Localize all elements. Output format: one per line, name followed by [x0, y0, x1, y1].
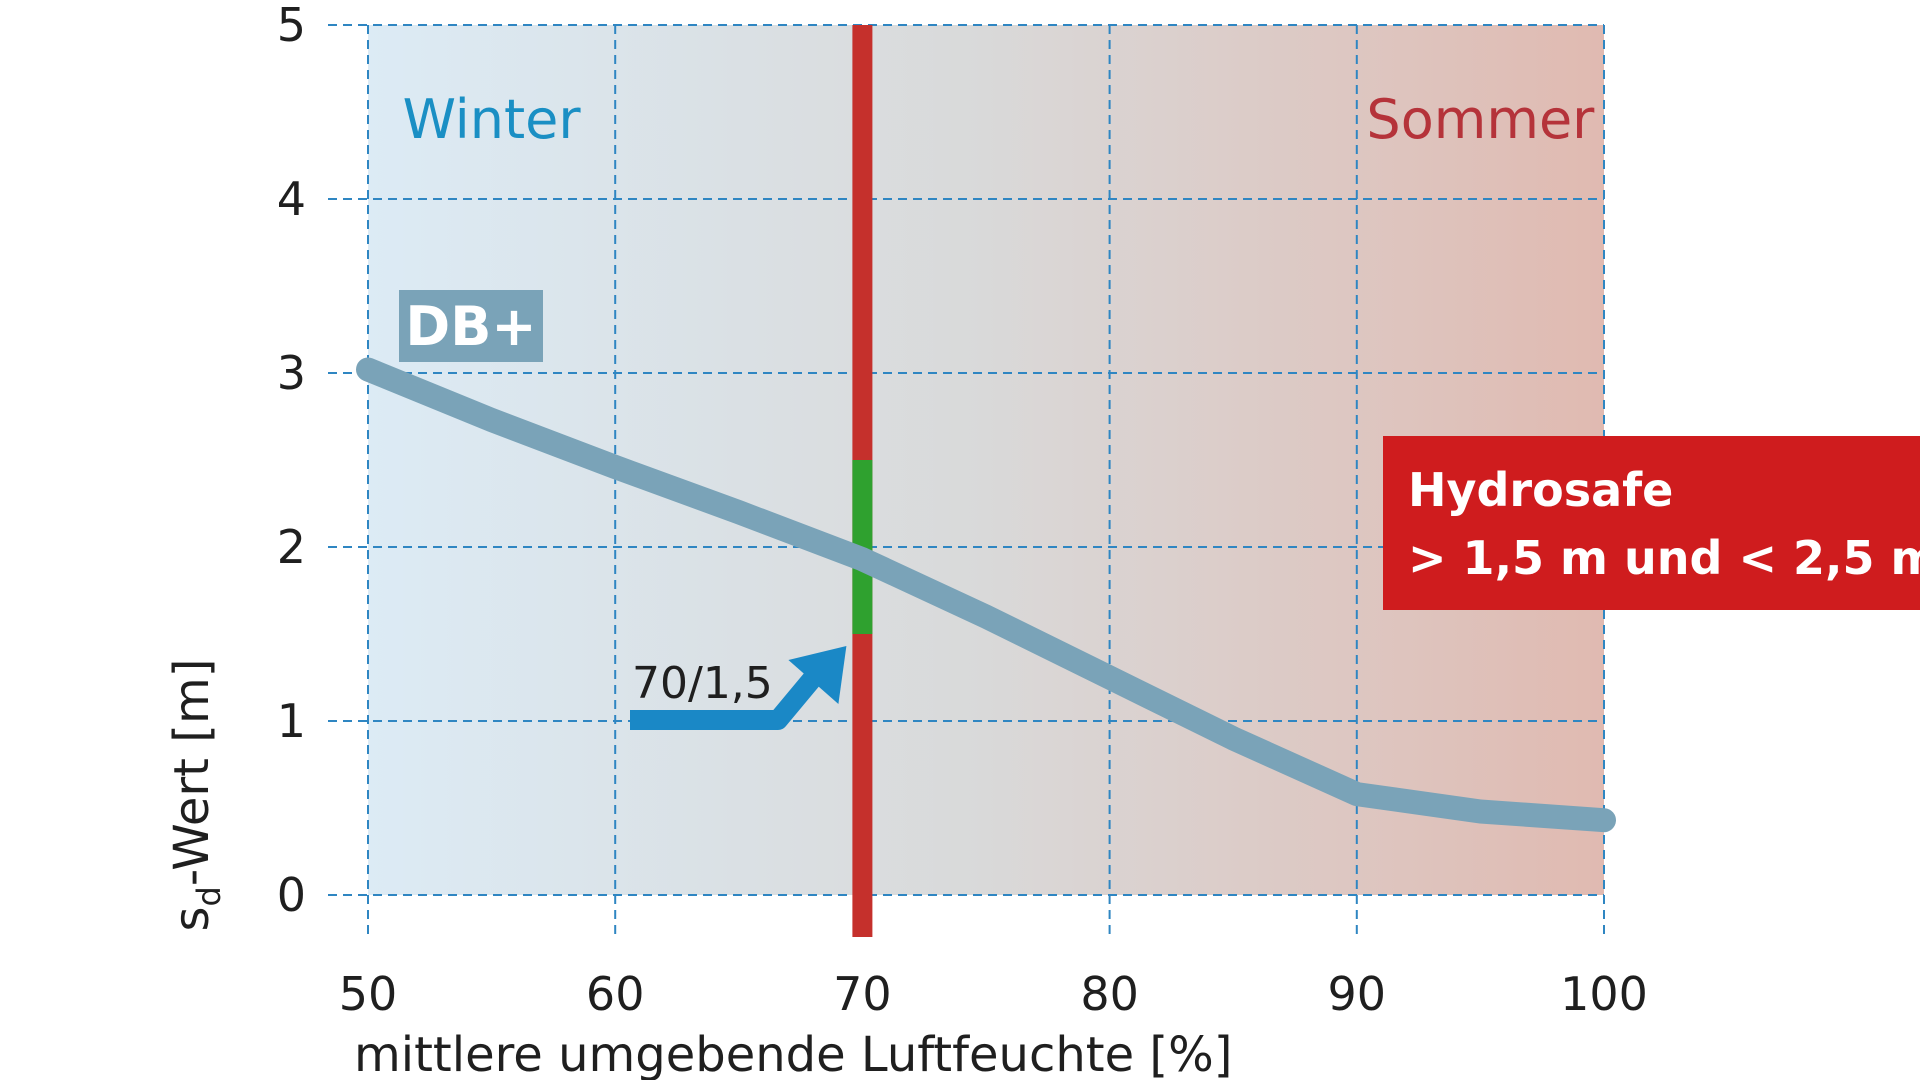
- y-tick-label: 4: [277, 172, 306, 226]
- x-tick-label: 100: [1560, 967, 1648, 1021]
- y-tick-label: 2: [277, 520, 306, 574]
- annotation-arrow-icon: [630, 665, 826, 730]
- y-tick-label: 5: [277, 0, 306, 52]
- y-axis-title-subscript: d: [190, 886, 228, 906]
- y-axis-ticks: 0 1 2 3 4 5: [277, 0, 306, 922]
- hydrosafe-range: > 1,5 m und < 2,5 m: [1408, 531, 1920, 585]
- season-label-winter: Winter: [403, 88, 582, 151]
- y-tick-label: 3: [277, 346, 306, 400]
- series-label-db-plus: DB+: [405, 295, 536, 358]
- annotation-arrowhead-icon: [788, 646, 847, 704]
- humidity-70-marker: [852, 25, 873, 937]
- series-line-db-plus: [356, 357, 1616, 833]
- y-axis-title-rest: -Wert [m]: [164, 659, 220, 887]
- x-axis-title: mittlere umgebende Luftfeuchte [%]: [354, 1027, 1232, 1080]
- annotation-70-1-5: 70/1,5: [630, 646, 847, 730]
- x-tick-label: 70: [833, 967, 892, 1021]
- y-tick-label: 1: [277, 694, 306, 748]
- x-axis-ticks: 50 60 70 80 90 100: [339, 967, 1648, 1021]
- series-label-badge: DB+: [399, 290, 543, 362]
- y-axis-title: sd-Wert [m]: [164, 659, 228, 932]
- hydrosafe-title: Hydrosafe: [1408, 463, 1673, 517]
- x-tick-label: 80: [1080, 967, 1139, 1021]
- hydrosafe-callout: Hydrosafe > 1,5 m und < 2,5 m: [1383, 436, 1920, 610]
- y-tick-label: 0: [277, 868, 306, 922]
- x-tick-label: 50: [339, 967, 398, 1021]
- x-tick-label: 90: [1328, 967, 1387, 1021]
- season-label-sommer: Sommer: [1366, 88, 1595, 151]
- y-axis-title-symbol: s: [164, 906, 220, 931]
- annotation-label: 70/1,5: [632, 658, 773, 709]
- x-tick-label: 60: [586, 967, 645, 1021]
